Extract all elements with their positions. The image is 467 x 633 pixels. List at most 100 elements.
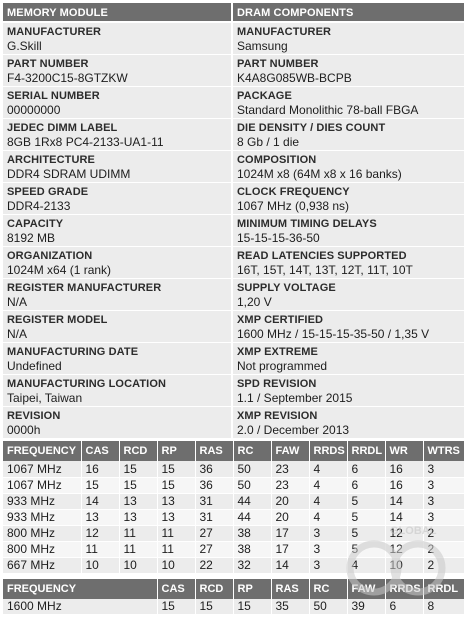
table-row: 933 MHz 14 13 13 31 44 20 4 5 14 3 (3, 493, 465, 510)
memory_module-field-revision: REVISION 0000h (3, 407, 231, 439)
dram_components-field-xmp-extreme: XMP EXTREME Not programmed (233, 343, 464, 375)
table-cell-wtrs: 3 (423, 509, 465, 526)
column-header-rrdl: RRDL (347, 441, 386, 461)
table-cell-rrds: 3 (309, 557, 348, 574)
dram_components-field-xmp-revision: XMP REVISION 2.0 / December 2013 (233, 407, 464, 439)
info-panel: MEMORY MODULE MANUFACTURER G.Skill PART NU… (3, 3, 464, 439)
table-cell-faw: 23 (271, 461, 310, 478)
memory_module-field-architecture: ARCHITECTURE DDR4 SDRAM UDIMM (3, 151, 231, 183)
table-cell-rrds: 4 (309, 509, 348, 526)
field-value: 8GB 1Rx8 PC4-2133-UA1-11 (7, 135, 164, 149)
column-header-frequency: FREQUENCY (3, 441, 82, 461)
column-header-ras: RAS (195, 441, 234, 461)
table-row: 800 MHz 11 11 11 27 38 17 3 5 12 2 (3, 541, 465, 558)
table-cell-wtrs: 3 (423, 461, 465, 478)
field-value: 00000000 (7, 103, 61, 117)
table-cell-rc: 44 (233, 509, 272, 526)
table-cell-ras: 36 (195, 477, 234, 494)
dram_components-field-composition: COMPOSITION 1024M x8 (64M x8 x 16 banks) (233, 151, 464, 183)
dram_components-field-package: PACKAGE Standard Monolithic 78-ball FBGA (233, 87, 464, 119)
memory_module-field-register-model: REGISTER MODEL N/A (3, 311, 231, 343)
column-header-cas: CAS (81, 441, 120, 461)
dram_components-field-manufacturer: MANUFACTURER Samsung (233, 23, 464, 55)
xmp-header-row: FREQUENCY CAS RCD RP RAS RC FAW RRDS RRDL (3, 578, 465, 599)
column-header-faw: FAW (347, 578, 386, 599)
table-cell-frequency: 667 MHz (3, 557, 82, 574)
field-label: XMP EXTREME (237, 346, 318, 358)
table-cell-rrdl: 5 (347, 509, 386, 526)
table-cell-frequency: 933 MHz (3, 493, 82, 510)
field-label: XMP CERTIFIED (237, 314, 324, 326)
memory-module-column: MEMORY MODULE MANUFACTURER G.Skill PART NU… (3, 3, 233, 439)
dram_components-field-clock-frequency: CLOCK FREQUENCY 1067 MHz (0,938 ns) (233, 183, 464, 215)
field-label: CLOCK FREQUENCY (237, 186, 350, 198)
table-cell-rcd: 15 (119, 461, 158, 478)
table-cell-rp: 11 (157, 541, 196, 558)
field-value: Not programmed (237, 359, 328, 373)
dram_components-field-part-number: PART NUMBER K4A8G085WB-BCPB (233, 55, 464, 87)
table-row: 1067 MHz 16 15 15 36 50 23 4 6 16 3 (3, 461, 465, 478)
memory_module-field-register-manufacturer: REGISTER MANUFACTURER N/A (3, 279, 231, 311)
dram_components-field-minimum-timing-delays: MINIMUM TIMING DELAYS 15-15-15-36-50 (233, 215, 464, 247)
table-cell-cas: 15 (157, 598, 196, 615)
table-cell-rp: 10 (157, 557, 196, 574)
field-value: 1.1 / September 2015 (237, 391, 353, 405)
field-label: MANUFACTURING LOCATION (7, 378, 167, 390)
field-value: 15-15-15-36-50 (237, 231, 320, 245)
field-label: ARCHITECTURE (7, 154, 95, 166)
table-cell-wr: 16 (385, 461, 424, 478)
table-cell-ras: 36 (195, 461, 234, 478)
memory-spec-page: MEMORY MODULE MANUFACTURER G.Skill PART NU… (3, 3, 465, 615)
column-header-rp: RP (233, 578, 272, 599)
field-value: N/A (7, 327, 28, 341)
field-value: Standard Monolithic 78-ball FBGA (237, 103, 419, 117)
table-cell-rcd: 15 (195, 598, 234, 615)
table-cell-frequency: 1067 MHz (3, 461, 82, 478)
column-header-frequency: FREQUENCY (3, 578, 158, 599)
column-header-rcd: RCD (195, 578, 234, 599)
field-label: PART NUMBER (237, 58, 319, 70)
table-cell-faw: 17 (271, 541, 310, 558)
table-cell-frequency: 1067 MHz (3, 477, 82, 494)
table-cell-rrdl: 4 (347, 557, 386, 574)
table-cell-frequency: 800 MHz (3, 541, 82, 558)
table-row: 1600 MHz 15 15 15 35 50 39 6 8 (3, 598, 465, 615)
dram_components-field-read-latencies-supported: READ LATENCIES SUPPORTED 16T, 15T, 14T, 1… (233, 247, 464, 279)
table-cell-rp: 11 (157, 525, 196, 542)
field-value: 2.0 / December 2013 (237, 423, 350, 437)
dram_components-field-supply-voltage: SUPPLY VOLTAGE 1,20 V (233, 279, 464, 311)
column-header-wtrs: WTRS (423, 441, 465, 461)
table-cell-rcd: 13 (119, 509, 158, 526)
field-value: K4A8G085WB-BCPB (237, 71, 352, 85)
field-label: MINIMUM TIMING DELAYS (237, 218, 377, 230)
table-cell-rc: 38 (233, 525, 272, 542)
field-label: PART NUMBER (7, 58, 89, 70)
table-cell-rrds: 3 (309, 541, 348, 558)
field-value: 1600 MHz / 15-15-15-35-50 / 1,35 V (237, 327, 430, 341)
table-cell-faw: 20 (271, 493, 310, 510)
table-cell-faw: 17 (271, 525, 310, 542)
column-header-rc: RC (233, 441, 272, 461)
table-cell-wr: 12 (385, 541, 424, 558)
field-label: PACKAGE (237, 90, 292, 102)
table-cell-rcd: 10 (119, 557, 158, 574)
column-header-wr: WR (385, 441, 424, 461)
field-label: XMP REVISION (237, 410, 318, 422)
table-cell-rc: 32 (233, 557, 272, 574)
field-value: 8 Gb / 1 die (237, 135, 300, 149)
memory_module-field-capacity: CAPACITY 8192 MB (3, 215, 231, 247)
field-value: 1024M x8 (64M x8 x 16 banks) (237, 167, 402, 181)
table-cell-rc: 50 (233, 477, 272, 494)
table-cell-cas: 14 (81, 493, 120, 510)
column-header-rrds: RRDS (385, 578, 424, 599)
table-cell-wr: 16 (385, 477, 424, 494)
table-cell-rrds: 4 (309, 477, 348, 494)
table-cell-rrdl: 5 (347, 493, 386, 510)
table-cell-rcd: 11 (119, 541, 158, 558)
field-label: ORGANIZATION (7, 250, 93, 262)
table-cell-cas: 10 (81, 557, 120, 574)
table-cell-rrdl: 8 (423, 598, 465, 615)
table-cell-wr: 14 (385, 493, 424, 510)
table-cell-rrdl: 6 (347, 477, 386, 494)
memory-module-header: MEMORY MODULE (3, 3, 231, 23)
